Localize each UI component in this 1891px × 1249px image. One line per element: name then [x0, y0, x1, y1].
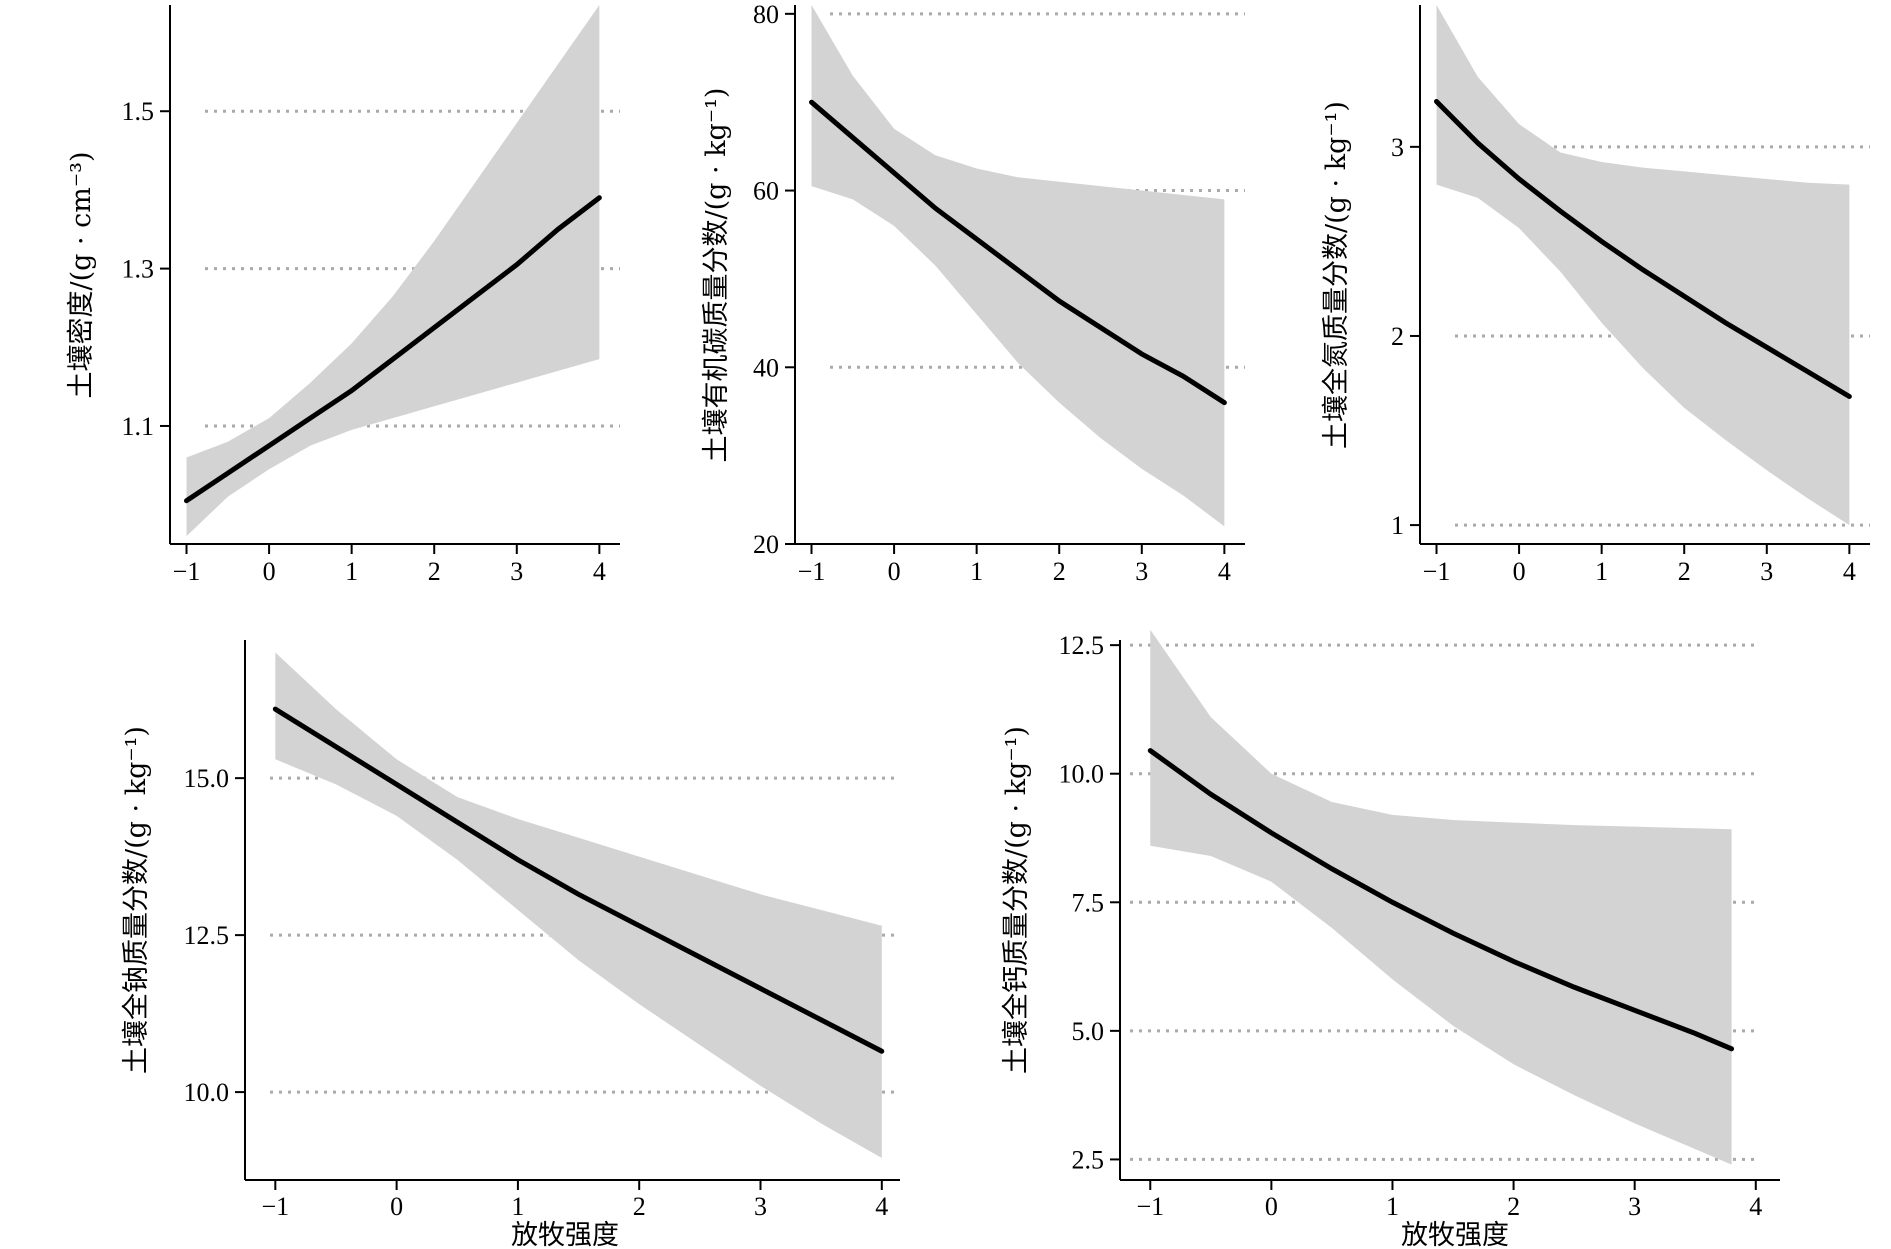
x-tick-label: 3	[1628, 1192, 1641, 1221]
x-tick-label: 3	[1135, 557, 1148, 586]
x-tick-label: 1	[1386, 1192, 1399, 1221]
x-tick-label: 2	[1507, 1192, 1520, 1221]
confidence-band	[275, 652, 882, 1159]
x-tick-label: 4	[875, 1192, 888, 1221]
y-axis-title: 土壤全钠质量分数/(g · kg⁻¹)	[121, 726, 152, 1074]
chart-panel-3: −1 0 1 2 3 4 1 2 3 土壤全氮质量分数/(g · kg⁻¹)	[1321, 5, 1870, 586]
y-axis-title: 土壤全钙质量分数/(g · kg⁻¹)	[1001, 726, 1032, 1074]
chart-panel-4: −1 0 1 2 3 4 10.0 12.5 15.0 土壤全钠质量分数/(g · kg⁻¹) 放牧…	[121, 640, 900, 1249]
x-axis-title: 放牧强度	[1401, 1220, 1509, 1249]
x-tick-label: 2	[1678, 557, 1691, 586]
y-tick-label: 80	[753, 0, 779, 29]
fit-line	[1147, 748, 1735, 1052]
x-tick-label: 3	[510, 557, 523, 586]
y-tick-label: 1	[1391, 511, 1404, 540]
y-tick-label: 3	[1391, 133, 1404, 162]
x-tick-label: 4	[593, 557, 606, 586]
chart-panel-5: −1 0 1 2 3 4 2.5 5.0 7.5 10.0 12.5 土壤全钙质量分数/(g · kg…	[1001, 629, 1780, 1249]
x-tick-label: 3	[1760, 557, 1773, 586]
x-tick-label: −1	[173, 557, 201, 586]
x-tick-label: 4	[1843, 557, 1856, 586]
x-tick-label: 0	[1265, 1192, 1278, 1221]
x-tick-label: 2	[633, 1192, 646, 1221]
x-tick-label: −1	[261, 1192, 289, 1221]
x-tick-label: 0	[1513, 557, 1526, 586]
chart-panel-1: −1 0 1 2 3 4 1.1 1.3 1.5 土壤密度/(g · cm⁻³)	[66, 5, 620, 586]
x-tick-label: 4	[1749, 1192, 1762, 1221]
y-tick-label: 2	[1391, 322, 1404, 351]
fit-line	[809, 99, 1227, 406]
y-axis-title: 土壤有机碳质量分数/(g · kg⁻¹)	[701, 88, 732, 463]
y-tick-label: 10.0	[1059, 760, 1105, 789]
y-tick-label: 5.0	[1072, 1017, 1105, 1046]
x-tick-label: −1	[1423, 557, 1451, 586]
confidence-band	[811, 5, 1225, 527]
x-tick-label: −1	[798, 557, 826, 586]
y-tick-label: 15.0	[184, 764, 230, 793]
y-tick-label: 1.5	[122, 97, 155, 126]
x-tick-label: 0	[263, 557, 276, 586]
x-tick-label: 1	[970, 557, 983, 586]
y-tick-label: 1.1	[122, 412, 155, 441]
y-tick-label: 7.5	[1072, 888, 1105, 917]
x-tick-label: 1	[345, 557, 358, 586]
x-tick-label: 3	[754, 1192, 767, 1221]
confidence-band	[1436, 5, 1850, 526]
x-tick-label: 2	[428, 557, 441, 586]
fit-line	[1434, 98, 1852, 399]
x-tick-label: 2	[1053, 557, 1066, 586]
y-tick-label: 12.5	[1059, 631, 1105, 660]
x-tick-label: 0	[390, 1192, 403, 1221]
confidence-band	[186, 5, 600, 537]
x-tick-label: 1	[511, 1192, 524, 1221]
y-tick-label: 12.5	[184, 921, 230, 950]
fit-line	[272, 706, 885, 1054]
x-axis-title: 放牧强度	[511, 1220, 619, 1249]
x-tick-label: −1	[1136, 1192, 1164, 1221]
y-axis-title: 土壤全氮质量分数/(g · kg⁻¹)	[1321, 101, 1352, 449]
y-tick-label: 10.0	[184, 1078, 230, 1107]
chart-panel-2: −1 0 1 2 3 4 20 40 60 80 土壤有机碳质量分数/(g · kg⁻¹)	[701, 0, 1245, 586]
y-tick-label: 40	[753, 353, 779, 382]
y-tick-label: 20	[753, 530, 779, 559]
y-tick-label: 60	[753, 177, 779, 206]
x-tick-label: 1	[1595, 557, 1608, 586]
confidence-band	[1150, 629, 1732, 1165]
fit-line	[184, 195, 602, 504]
x-tick-label: 0	[888, 557, 901, 586]
y-tick-label: 2.5	[1072, 1145, 1105, 1174]
y-axis-title: 土壤密度/(g · cm⁻³)	[66, 152, 97, 399]
y-tick-label: 1.3	[122, 255, 155, 284]
x-tick-label: 4	[1218, 557, 1231, 586]
